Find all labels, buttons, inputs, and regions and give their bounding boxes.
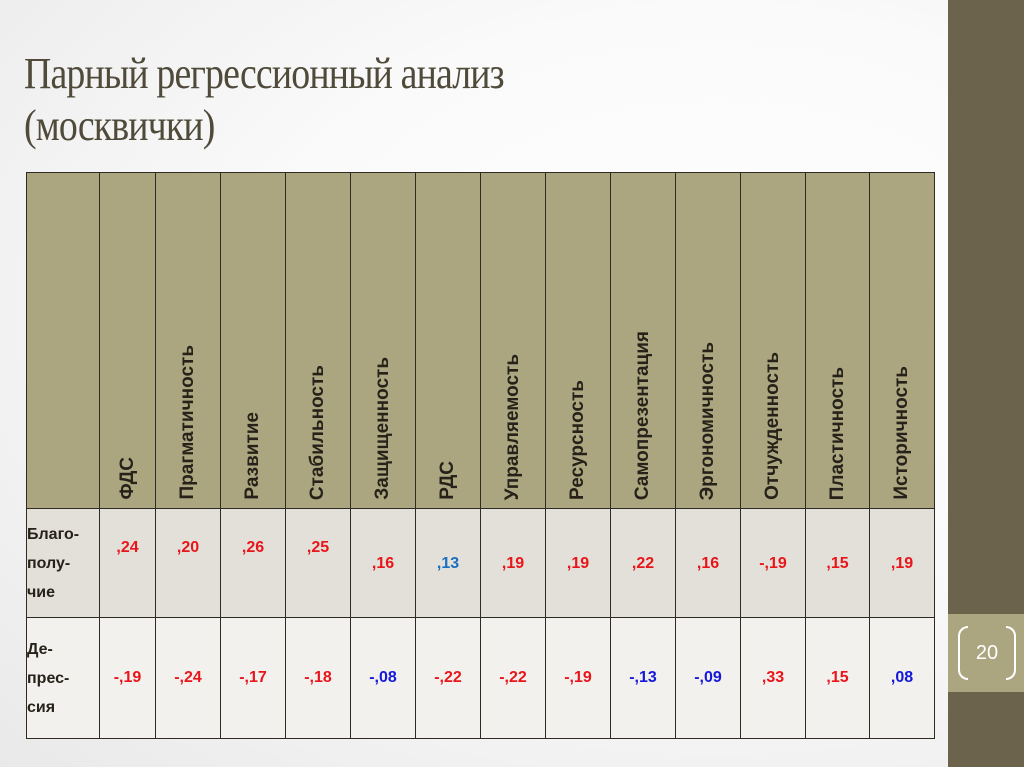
page-number-text: 20 bbox=[975, 641, 999, 664]
col-header: Управляемость bbox=[480, 172, 546, 509]
col-header: Самопрезентация bbox=[610, 172, 676, 509]
table-cell: -,22 bbox=[480, 617, 546, 739]
table-row-depression: Де- прес- сия -,19 -,24 -,17 -,18 -,08 -… bbox=[26, 617, 935, 739]
col-header: Отчужденность bbox=[740, 172, 806, 509]
table-cell: -,24 bbox=[155, 617, 221, 739]
table-cell: ,19 bbox=[869, 508, 935, 618]
table-cell: -,19 bbox=[99, 617, 156, 739]
table-cell: -,19 bbox=[740, 508, 806, 618]
table-cell: ,16 bbox=[675, 508, 741, 618]
table-cell: ,13 bbox=[415, 508, 481, 618]
regression-table: ФДС Прагматичность Развитие Стабильность… bbox=[26, 172, 935, 739]
table-cell: -,08 bbox=[350, 617, 416, 739]
table-cell: ,22 bbox=[610, 508, 676, 618]
col-header: ФДС bbox=[99, 172, 156, 509]
table-cell: -,19 bbox=[545, 617, 611, 739]
table-cell: -,18 bbox=[285, 617, 351, 739]
title-line-1: Парный регрессионный анализ bbox=[24, 49, 505, 98]
table-cell: -,13 bbox=[610, 617, 676, 739]
left-bracket-icon bbox=[958, 626, 968, 680]
col-header: Историчность bbox=[869, 172, 935, 509]
table-cell: ,08 bbox=[869, 617, 935, 739]
table-cell: -,22 bbox=[415, 617, 481, 739]
table-cell: ,16 bbox=[350, 508, 416, 618]
row-label: Благо- полу- чие bbox=[26, 508, 100, 618]
col-header: Эргономичность bbox=[675, 172, 741, 509]
page-number: 20 bbox=[958, 626, 1016, 680]
header-row: ФДС Прагматичность Развитие Стабильность… bbox=[26, 172, 935, 509]
col-header: Пластичность bbox=[805, 172, 870, 509]
slide-title: Парный регрессионный анализ (москвички) bbox=[24, 48, 798, 152]
col-header: Развитие bbox=[220, 172, 286, 509]
table-row-wellbeing: Благо- полу- чие ,24 ,20 ,26 ,25 ,16 ,13… bbox=[26, 508, 935, 618]
col-header: Ресурсность bbox=[545, 172, 611, 509]
title-line-2: (москвички) bbox=[24, 101, 215, 150]
table-cell: ,19 bbox=[480, 508, 546, 618]
col-header: Защищенность bbox=[350, 172, 416, 509]
header-corner bbox=[26, 172, 100, 509]
table-cell: ,33 bbox=[740, 617, 806, 739]
col-header: Прагматичность bbox=[155, 172, 221, 509]
table-cell: ,26 bbox=[220, 508, 286, 618]
table-cell: -,09 bbox=[675, 617, 741, 739]
col-header: Стабильность bbox=[285, 172, 351, 509]
table-cell: ,24 bbox=[99, 508, 156, 618]
table-cell: -,17 bbox=[220, 617, 286, 739]
table-cell: ,15 bbox=[805, 617, 870, 739]
col-header: РДС bbox=[415, 172, 481, 509]
table-cell: ,25 bbox=[285, 508, 351, 618]
right-bracket-icon bbox=[1006, 626, 1016, 680]
table-cell: ,20 bbox=[155, 508, 221, 618]
row-label: Де- прес- сия bbox=[26, 617, 100, 739]
table-cell: ,15 bbox=[805, 508, 870, 618]
table-cell: ,19 bbox=[545, 508, 611, 618]
